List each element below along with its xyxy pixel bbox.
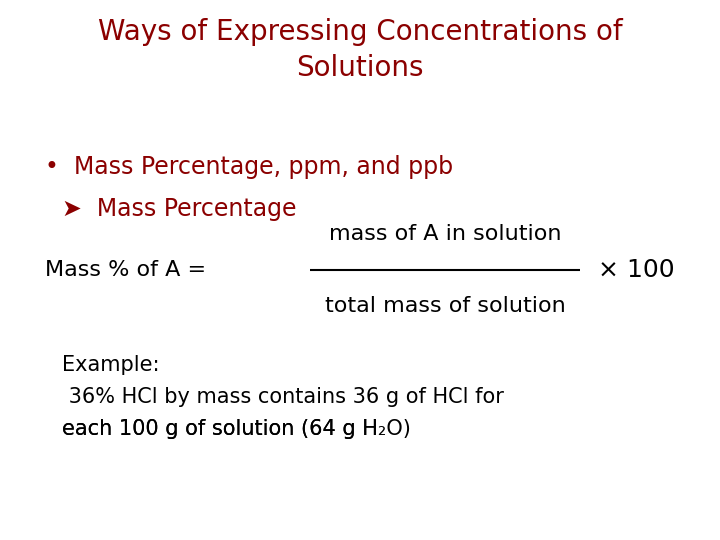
Text: Ways of Expressing Concentrations of
Solutions: Ways of Expressing Concentrations of Sol…	[98, 18, 622, 82]
Text: ➤  Mass Percentage: ➤ Mass Percentage	[62, 197, 297, 221]
Text: mass of A in solution: mass of A in solution	[329, 224, 562, 244]
Text: each 100 g of solution (64 g H: each 100 g of solution (64 g H	[62, 419, 378, 439]
Text: total mass of solution: total mass of solution	[325, 296, 565, 316]
Text: •  Mass Percentage, ppm, and ppb: • Mass Percentage, ppm, and ppb	[45, 155, 453, 179]
Text: Example:: Example:	[62, 355, 160, 375]
Text: each 100 g of solution (64 g H₂O): each 100 g of solution (64 g H₂O)	[62, 419, 411, 439]
Text: × 100: × 100	[598, 258, 675, 282]
Text: 36% HCl by mass contains 36 g of HCl for: 36% HCl by mass contains 36 g of HCl for	[62, 387, 504, 407]
Text: Mass % of A =: Mass % of A =	[45, 260, 213, 280]
